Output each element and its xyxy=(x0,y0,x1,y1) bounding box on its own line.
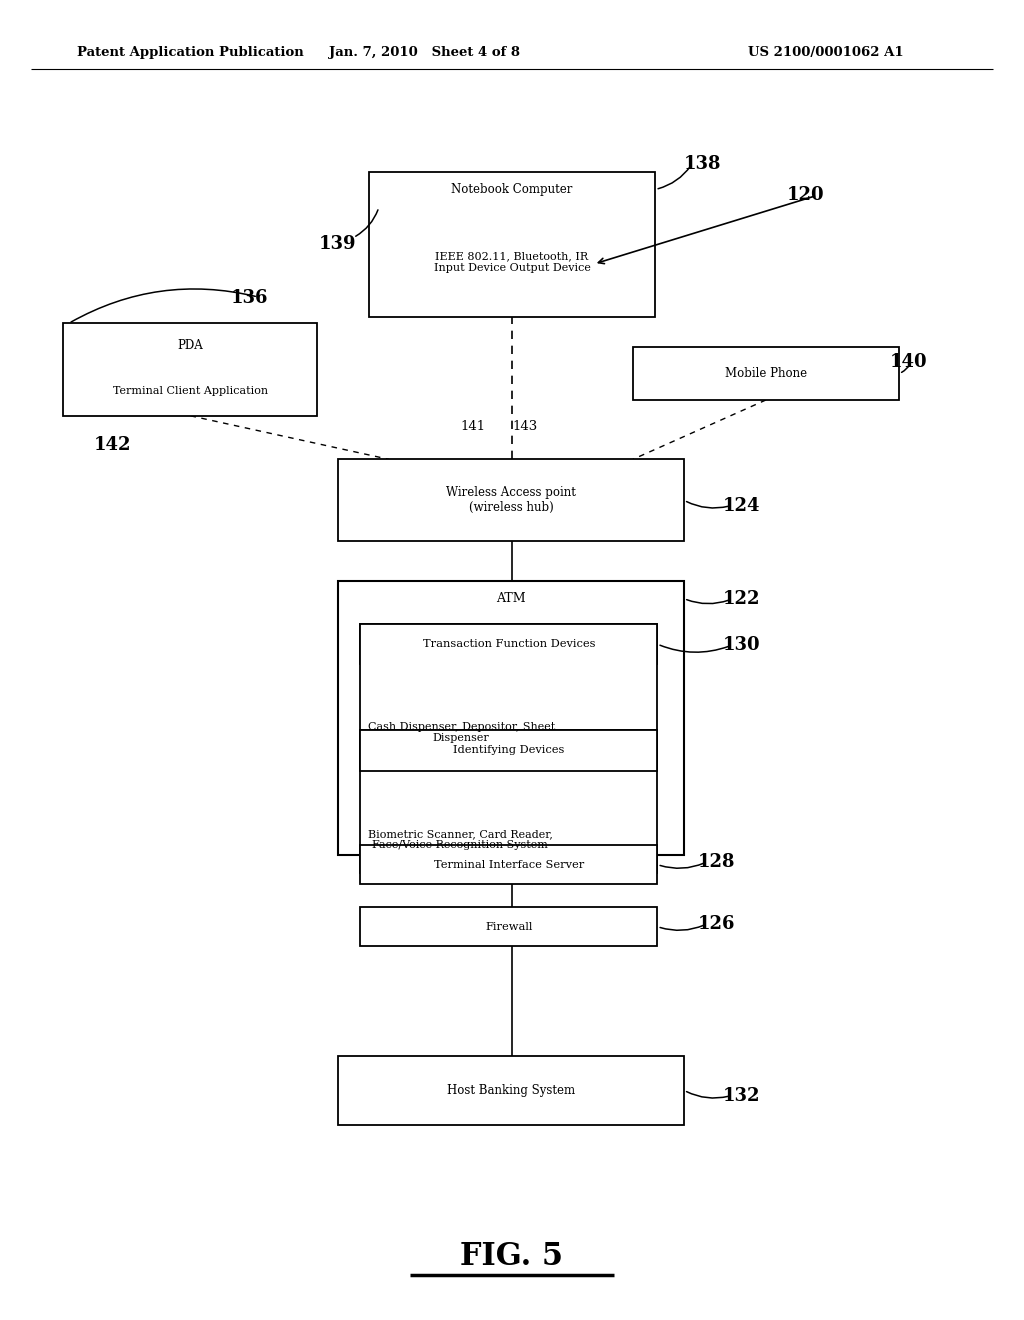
Bar xyxy=(360,624,657,768)
Text: 126: 126 xyxy=(698,915,735,933)
Text: US 2100/0001062 A1: US 2100/0001062 A1 xyxy=(748,46,903,59)
Text: 139: 139 xyxy=(319,235,356,253)
Text: 130: 130 xyxy=(723,636,760,655)
Text: 138: 138 xyxy=(684,154,721,173)
Text: 132: 132 xyxy=(723,1086,760,1105)
Text: Host Banking System: Host Banking System xyxy=(446,1084,575,1097)
Text: Jan. 7, 2010   Sheet 4 of 8: Jan. 7, 2010 Sheet 4 of 8 xyxy=(330,46,520,59)
Bar xyxy=(338,581,684,855)
Text: Firewall: Firewall xyxy=(485,921,532,932)
Text: 143: 143 xyxy=(513,420,538,433)
Text: PDA: PDA xyxy=(177,339,204,351)
Text: Identifying Devices: Identifying Devices xyxy=(454,746,564,755)
Text: 124: 124 xyxy=(723,496,760,515)
Bar xyxy=(633,347,899,400)
Text: Wireless Access point
(wireless hub): Wireless Access point (wireless hub) xyxy=(446,486,575,515)
Text: 128: 128 xyxy=(698,853,735,871)
Text: FIG. 5: FIG. 5 xyxy=(461,1241,563,1272)
Text: 120: 120 xyxy=(787,186,824,205)
Text: Mobile Phone: Mobile Phone xyxy=(725,367,807,380)
Bar xyxy=(338,1056,684,1125)
Text: ATM: ATM xyxy=(497,593,525,605)
Text: Terminal Client Application: Terminal Client Application xyxy=(113,387,268,396)
Bar xyxy=(338,459,684,541)
Text: Cash Dispenser, Depositor, Sheet
Dispenser: Cash Dispenser, Depositor, Sheet Dispens… xyxy=(368,722,555,743)
Bar xyxy=(360,845,657,884)
Bar xyxy=(360,730,657,771)
Text: IEEE 802.11, Bluetooth, IR
Input Device Output Device: IEEE 802.11, Bluetooth, IR Input Device … xyxy=(433,251,591,273)
Text: Transaction Function Devices: Transaction Function Devices xyxy=(423,639,595,649)
Text: Biometric Scanner, Card Reader,
Face/Voice Recognition System: Biometric Scanner, Card Reader, Face/Voi… xyxy=(368,829,553,850)
Text: 141: 141 xyxy=(461,420,485,433)
Text: 140: 140 xyxy=(890,352,927,371)
Bar xyxy=(63,323,317,416)
Text: 142: 142 xyxy=(94,436,131,454)
Bar xyxy=(369,172,655,317)
Text: Notebook Computer: Notebook Computer xyxy=(452,183,572,195)
Text: Patent Application Publication: Patent Application Publication xyxy=(77,46,303,59)
Bar xyxy=(360,730,657,873)
Text: Terminal Interface Server: Terminal Interface Server xyxy=(434,859,584,870)
Bar xyxy=(360,907,657,946)
Bar xyxy=(360,624,657,664)
Text: 122: 122 xyxy=(723,590,760,609)
Text: 136: 136 xyxy=(231,289,268,308)
